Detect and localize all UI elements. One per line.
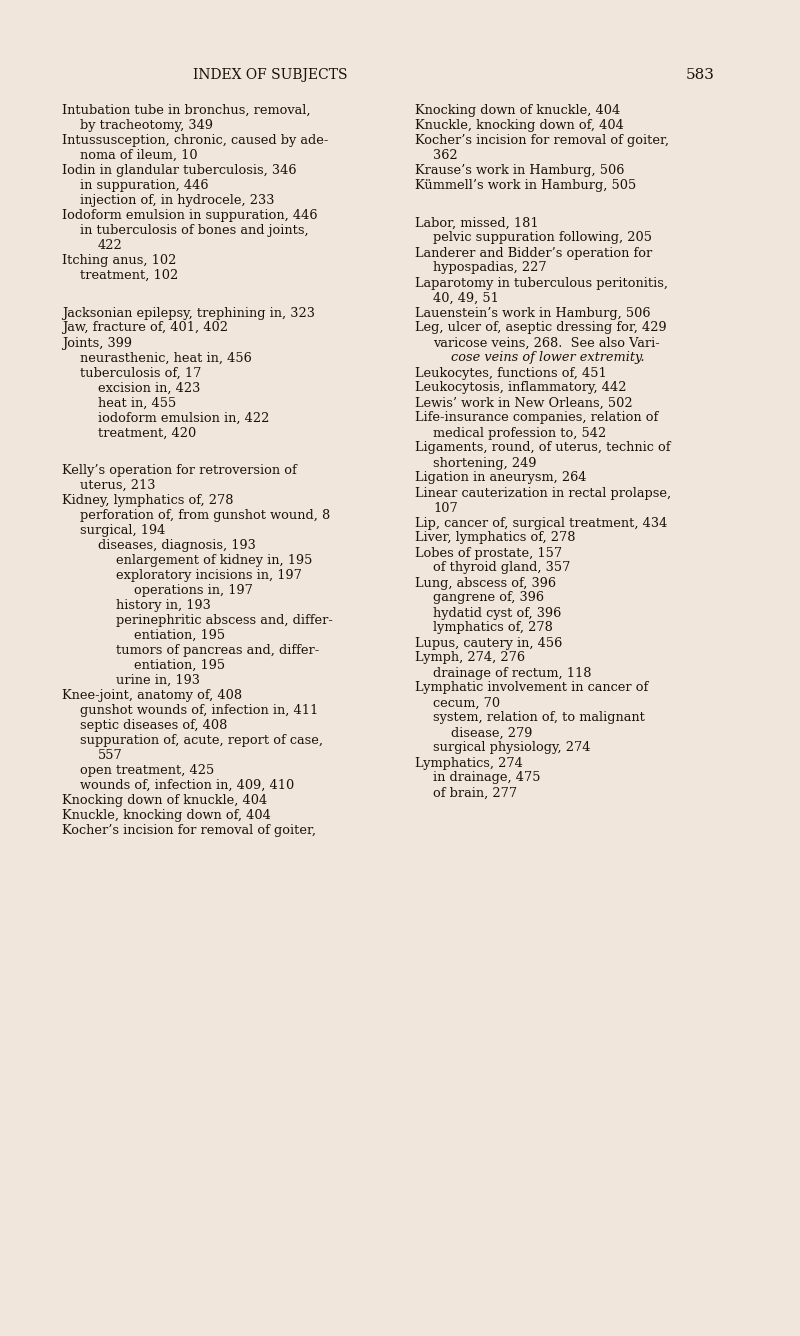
Text: cecum, 70: cecum, 70 bbox=[433, 696, 500, 709]
Text: noma of ileum, 10: noma of ileum, 10 bbox=[80, 150, 198, 162]
Text: Itching anus, 102: Itching anus, 102 bbox=[62, 254, 176, 267]
Text: cose veins of lower extremity.: cose veins of lower extremity. bbox=[451, 351, 645, 365]
Text: Lauenstein’s work in Hamburg, 506: Lauenstein’s work in Hamburg, 506 bbox=[415, 306, 650, 319]
Text: entiation, 195: entiation, 195 bbox=[134, 629, 225, 643]
Text: Joints, 399: Joints, 399 bbox=[62, 337, 132, 350]
Text: Kocher’s incision for removal of goiter,: Kocher’s incision for removal of goiter, bbox=[415, 134, 669, 147]
Text: open treatment, 425: open treatment, 425 bbox=[80, 764, 214, 778]
Text: Lymphatic involvement in cancer of: Lymphatic involvement in cancer of bbox=[415, 681, 648, 695]
Text: Lewis’ work in New Orleans, 502: Lewis’ work in New Orleans, 502 bbox=[415, 397, 633, 410]
Text: medical profession to, 542: medical profession to, 542 bbox=[433, 426, 606, 440]
Text: in tuberculosis of bones and joints,: in tuberculosis of bones and joints, bbox=[80, 224, 309, 236]
Text: uterus, 213: uterus, 213 bbox=[80, 480, 155, 492]
Text: shortening, 249: shortening, 249 bbox=[433, 457, 537, 469]
Text: treatment, 420: treatment, 420 bbox=[98, 426, 196, 440]
Text: tuberculosis of, 17: tuberculosis of, 17 bbox=[80, 366, 202, 379]
Text: operations in, 197: operations in, 197 bbox=[134, 584, 253, 597]
Text: Knocking down of knuckle, 404: Knocking down of knuckle, 404 bbox=[62, 794, 267, 807]
Text: Iodoform emulsion in suppuration, 446: Iodoform emulsion in suppuration, 446 bbox=[62, 208, 318, 222]
Text: Knee-joint, anatomy of, 408: Knee-joint, anatomy of, 408 bbox=[62, 689, 242, 701]
Text: treatment, 102: treatment, 102 bbox=[80, 269, 178, 282]
Text: entiation, 195: entiation, 195 bbox=[134, 659, 225, 672]
Text: Linear cauterization in rectal prolapse,: Linear cauterization in rectal prolapse, bbox=[415, 486, 671, 500]
Text: Ligaments, round, of uterus, technic of: Ligaments, round, of uterus, technic of bbox=[415, 441, 670, 454]
Text: Laparotomy in tuberculous peritonitis,: Laparotomy in tuberculous peritonitis, bbox=[415, 277, 668, 290]
Text: system, relation of, to malignant: system, relation of, to malignant bbox=[433, 712, 645, 724]
Text: 362: 362 bbox=[433, 150, 458, 162]
Text: in drainage, 475: in drainage, 475 bbox=[433, 771, 541, 784]
Text: Krause’s work in Hamburg, 506: Krause’s work in Hamburg, 506 bbox=[415, 164, 624, 176]
Text: Intussusception, chronic, caused by ade-: Intussusception, chronic, caused by ade- bbox=[62, 134, 328, 147]
Text: 422: 422 bbox=[98, 239, 122, 253]
Text: Leg, ulcer of, aseptic dressing for, 429: Leg, ulcer of, aseptic dressing for, 429 bbox=[415, 322, 666, 334]
Text: suppuration of, acute, report of case,: suppuration of, acute, report of case, bbox=[80, 733, 323, 747]
Text: enlargement of kidney in, 195: enlargement of kidney in, 195 bbox=[116, 554, 312, 566]
Text: pelvic suppuration following, 205: pelvic suppuration following, 205 bbox=[433, 231, 652, 244]
Text: Lymph, 274, 276: Lymph, 274, 276 bbox=[415, 652, 525, 664]
Text: Kelly’s operation for retroversion of: Kelly’s operation for retroversion of bbox=[62, 464, 297, 477]
Text: Kümmell’s work in Hamburg, 505: Kümmell’s work in Hamburg, 505 bbox=[415, 179, 636, 192]
Text: 557: 557 bbox=[98, 749, 122, 762]
Text: Lymphatics, 274: Lymphatics, 274 bbox=[415, 756, 523, 770]
Text: tumors of pancreas and, differ-: tumors of pancreas and, differ- bbox=[116, 644, 319, 657]
Text: Lip, cancer of, surgical treatment, 434: Lip, cancer of, surgical treatment, 434 bbox=[415, 517, 667, 529]
Text: history in, 193: history in, 193 bbox=[116, 599, 211, 612]
Text: diseases, diagnosis, 193: diseases, diagnosis, 193 bbox=[98, 538, 256, 552]
Text: Labor, missed, 181: Labor, missed, 181 bbox=[415, 216, 538, 230]
Text: Knuckle, knocking down of, 404: Knuckle, knocking down of, 404 bbox=[62, 810, 271, 822]
Text: Lupus, cautery in, 456: Lupus, cautery in, 456 bbox=[415, 636, 562, 649]
Text: 107: 107 bbox=[433, 501, 458, 514]
Text: INDEX OF SUBJECTS: INDEX OF SUBJECTS bbox=[193, 68, 347, 81]
Text: of thyroid gland, 357: of thyroid gland, 357 bbox=[433, 561, 570, 574]
Text: gangrene of, 396: gangrene of, 396 bbox=[433, 592, 544, 604]
Text: Knocking down of knuckle, 404: Knocking down of knuckle, 404 bbox=[415, 104, 620, 118]
Text: iodoform emulsion in, 422: iodoform emulsion in, 422 bbox=[98, 411, 270, 425]
Text: disease, 279: disease, 279 bbox=[451, 727, 532, 740]
Text: Ligation in aneurysm, 264: Ligation in aneurysm, 264 bbox=[415, 472, 586, 485]
Text: drainage of rectum, 118: drainage of rectum, 118 bbox=[433, 667, 591, 680]
Text: Lung, abscess of, 396: Lung, abscess of, 396 bbox=[415, 577, 556, 589]
Text: hydatid cyst of, 396: hydatid cyst of, 396 bbox=[433, 607, 562, 620]
Text: Leukocytosis, inflammatory, 442: Leukocytosis, inflammatory, 442 bbox=[415, 382, 626, 394]
Text: lymphatics of, 278: lymphatics of, 278 bbox=[433, 621, 553, 635]
Text: Liver, lymphatics of, 278: Liver, lymphatics of, 278 bbox=[415, 532, 575, 545]
Text: Leukocytes, functions of, 451: Leukocytes, functions of, 451 bbox=[415, 366, 606, 379]
Text: hypospadias, 227: hypospadias, 227 bbox=[433, 262, 546, 274]
Text: 583: 583 bbox=[686, 68, 714, 81]
Text: in suppuration, 446: in suppuration, 446 bbox=[80, 179, 209, 192]
Text: varicose veins, 268.  See also Vari-: varicose veins, 268. See also Vari- bbox=[433, 337, 660, 350]
Text: Life-insurance companies, relation of: Life-insurance companies, relation of bbox=[415, 411, 658, 425]
Text: surgical physiology, 274: surgical physiology, 274 bbox=[433, 741, 590, 755]
Text: exploratory incisions in, 197: exploratory incisions in, 197 bbox=[116, 569, 302, 582]
Text: urine in, 193: urine in, 193 bbox=[116, 673, 200, 687]
Text: Knuckle, knocking down of, 404: Knuckle, knocking down of, 404 bbox=[415, 119, 624, 132]
Text: Intubation tube in bronchus, removal,: Intubation tube in bronchus, removal, bbox=[62, 104, 310, 118]
Text: Jaw, fracture of, 401, 402: Jaw, fracture of, 401, 402 bbox=[62, 322, 228, 334]
Text: Kocher’s incision for removal of goiter,: Kocher’s incision for removal of goiter, bbox=[62, 824, 316, 836]
Text: 40, 49, 51: 40, 49, 51 bbox=[433, 291, 499, 305]
Text: surgical, 194: surgical, 194 bbox=[80, 524, 166, 537]
Text: of brain, 277: of brain, 277 bbox=[433, 787, 517, 799]
Text: Landerer and Bidder’s operation for: Landerer and Bidder’s operation for bbox=[415, 247, 652, 259]
Text: by tracheotomy, 349: by tracheotomy, 349 bbox=[80, 119, 213, 132]
Text: Lobes of prostate, 157: Lobes of prostate, 157 bbox=[415, 546, 562, 560]
Text: wounds of, infection in, 409, 410: wounds of, infection in, 409, 410 bbox=[80, 779, 294, 792]
Text: perinephritic abscess and, differ-: perinephritic abscess and, differ- bbox=[116, 615, 333, 627]
Text: injection of, in hydrocele, 233: injection of, in hydrocele, 233 bbox=[80, 194, 274, 207]
Text: heat in, 455: heat in, 455 bbox=[98, 397, 176, 410]
Text: septic diseases of, 408: septic diseases of, 408 bbox=[80, 719, 227, 732]
Text: neurasthenic, heat in, 456: neurasthenic, heat in, 456 bbox=[80, 351, 252, 365]
Text: perforation of, from gunshot wound, 8: perforation of, from gunshot wound, 8 bbox=[80, 509, 330, 522]
Text: gunshot wounds of, infection in, 411: gunshot wounds of, infection in, 411 bbox=[80, 704, 318, 717]
Text: Kidney, lymphatics of, 278: Kidney, lymphatics of, 278 bbox=[62, 494, 234, 506]
Text: Jacksonian epilepsy, trephining in, 323: Jacksonian epilepsy, trephining in, 323 bbox=[62, 306, 315, 319]
Text: excision in, 423: excision in, 423 bbox=[98, 382, 200, 394]
Text: Iodin in glandular tuberculosis, 346: Iodin in glandular tuberculosis, 346 bbox=[62, 164, 297, 176]
